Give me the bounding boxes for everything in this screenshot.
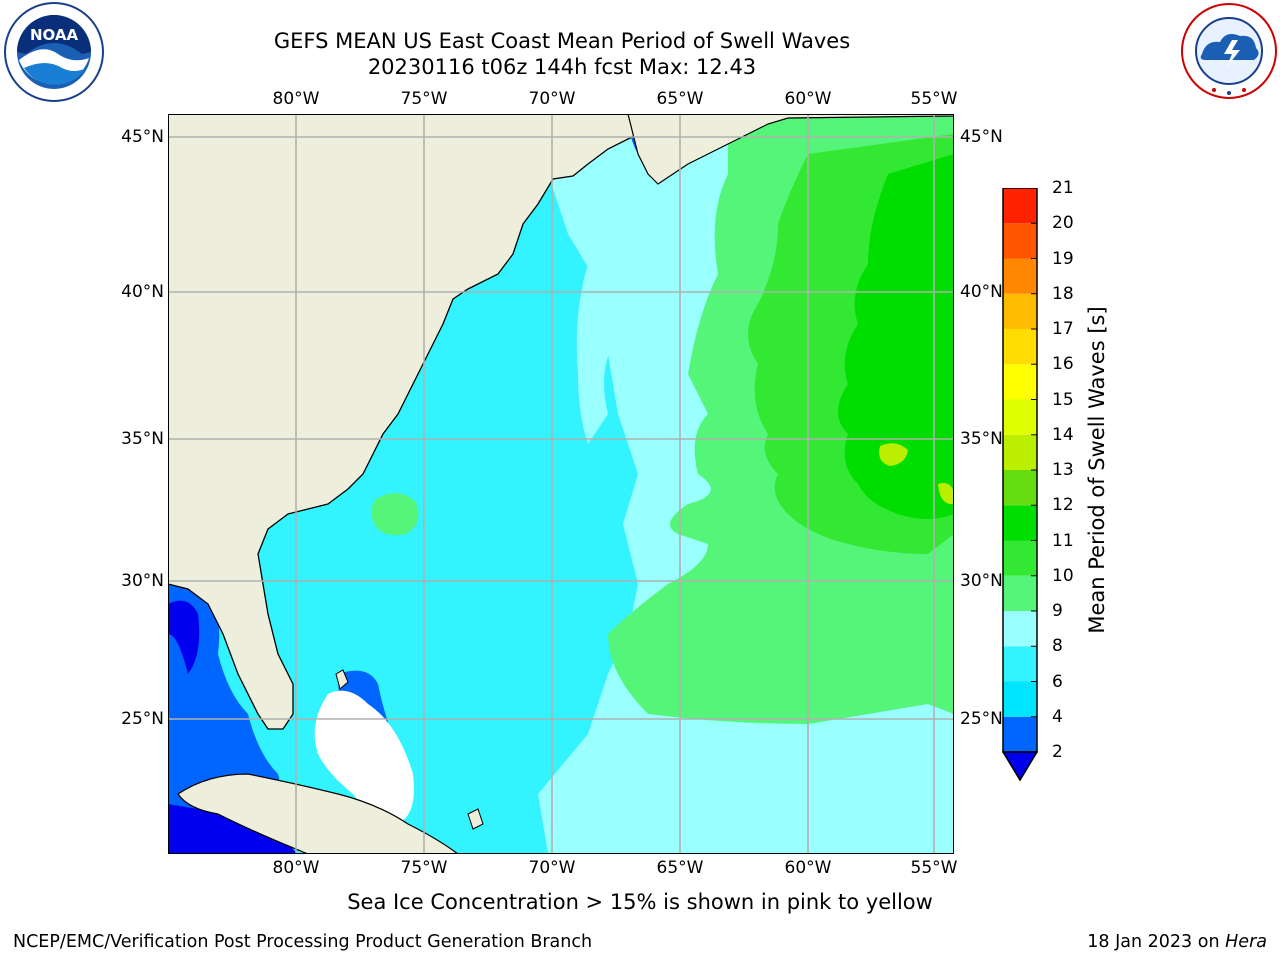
lon-label-bottom: 75°W xyxy=(400,858,448,878)
lat-label-left: 40°N xyxy=(121,282,164,302)
chart-title: GEFS MEAN US East Coast Mean Period of S… xyxy=(273,29,851,53)
colorbar-segment xyxy=(1003,646,1037,682)
colorbar-segment xyxy=(1003,681,1037,717)
colorbar-tick-label: 6 xyxy=(1052,671,1063,692)
colorbar-segment xyxy=(1003,470,1037,506)
lon-label-bottom: 60°W xyxy=(784,858,832,878)
colorbar-segment xyxy=(1003,505,1037,541)
lat-label-right: 35°N xyxy=(960,429,1003,449)
colorbar-extend-min xyxy=(1001,751,1039,782)
colorbar-title: Mean Period of Swell Waves [s] xyxy=(1085,306,1109,634)
colorbar-tick-label: 10 xyxy=(1052,565,1074,586)
colorbar-tick-label: 20 xyxy=(1052,213,1074,234)
map-gridlines xyxy=(168,114,954,854)
colorbar-segment xyxy=(1003,575,1037,611)
lat-label-left: 35°N xyxy=(121,429,164,449)
footer-machine: Hera xyxy=(1225,932,1267,952)
colorbar-segment xyxy=(1003,540,1037,576)
lon-label-top: 70°W xyxy=(528,89,576,109)
colorbar-segment xyxy=(1003,716,1037,752)
lon-label-bottom: 65°W xyxy=(656,858,704,878)
colorbar-segment xyxy=(1003,223,1037,259)
colorbar-tick-label: 11 xyxy=(1052,530,1074,551)
lat-label-left: 30°N xyxy=(121,571,164,591)
lon-label-bottom: 55°W xyxy=(910,858,958,878)
lat-label-right: 30°N xyxy=(960,571,1003,591)
map-panel xyxy=(168,114,954,854)
footer-date-text: 18 Jan 2023 on xyxy=(1087,932,1220,952)
noaa-logo: NOAA xyxy=(2,2,106,110)
colorbar-tick-label: 17 xyxy=(1052,319,1074,339)
lon-label-top: 60°W xyxy=(784,89,832,109)
footer-date: 18 Jan 2023 on Hera xyxy=(1087,932,1267,952)
colorbar-segment xyxy=(1003,188,1037,224)
lon-label-top: 80°W xyxy=(272,89,320,109)
lat-label-right: 40°N xyxy=(960,282,1003,302)
colorbar-segment xyxy=(1003,434,1037,470)
colorbar-tick-label: 2 xyxy=(1052,742,1063,762)
lon-label-top: 65°W xyxy=(656,89,704,109)
lon-label-top: 55°W xyxy=(910,89,958,109)
colorbar-tick-label: 16 xyxy=(1052,354,1074,375)
noaa-logo-text: NOAA xyxy=(30,26,79,44)
colorbar-segment xyxy=(1003,611,1037,647)
colorbar-tick-label: 19 xyxy=(1052,248,1074,269)
us-east-coast-land xyxy=(168,114,649,730)
lat-label-right: 25°N xyxy=(960,709,1003,729)
colorbar-tick-label: 4 xyxy=(1052,706,1063,727)
lat-label-left: 45°N xyxy=(121,127,164,147)
sea-ice-note: Sea Ice Concentration > 15% is shown in … xyxy=(347,890,933,914)
colorbar-tick-label: 14 xyxy=(1052,424,1074,445)
colorbar xyxy=(1001,187,1039,792)
colorbar-segment xyxy=(1003,399,1037,435)
footer-credit: NCEP/EMC/Verification Post Processing Pr… xyxy=(13,932,593,952)
ocean-region-11-12s xyxy=(838,154,954,519)
colorbar-segment xyxy=(1003,329,1037,365)
colorbar-tick-label: 13 xyxy=(1052,460,1074,480)
colorbar-segment xyxy=(1003,293,1037,329)
colorbar-tick-label: 18 xyxy=(1052,283,1074,304)
colorbar-tick-label: 12 xyxy=(1052,495,1074,516)
colorbar-tick-label: 9 xyxy=(1052,601,1063,621)
nws-logo xyxy=(1180,2,1278,104)
missing-data-area xyxy=(314,690,414,824)
colorbar-segment xyxy=(1003,364,1037,400)
canada-land xyxy=(627,114,954,185)
swell-period-map xyxy=(168,114,954,854)
colorbar-tick-label: 8 xyxy=(1052,636,1063,657)
colorbar-tick-label: 21 xyxy=(1052,178,1074,198)
cuba-land xyxy=(177,773,460,854)
chart-subtitle: 20230116 t06z 144h fcst Max: 12.43 xyxy=(367,55,757,79)
colorbar-bar xyxy=(1001,187,1039,782)
lon-label-bottom: 70°W xyxy=(528,858,576,878)
colorbar-tick-label: 15 xyxy=(1052,389,1074,410)
lon-label-bottom: 80°W xyxy=(272,858,320,878)
lat-label-right: 45°N xyxy=(960,127,1003,147)
colorbar-segment xyxy=(1003,258,1037,294)
lon-label-top: 75°W xyxy=(400,89,448,109)
lat-label-left: 25°N xyxy=(121,709,164,729)
